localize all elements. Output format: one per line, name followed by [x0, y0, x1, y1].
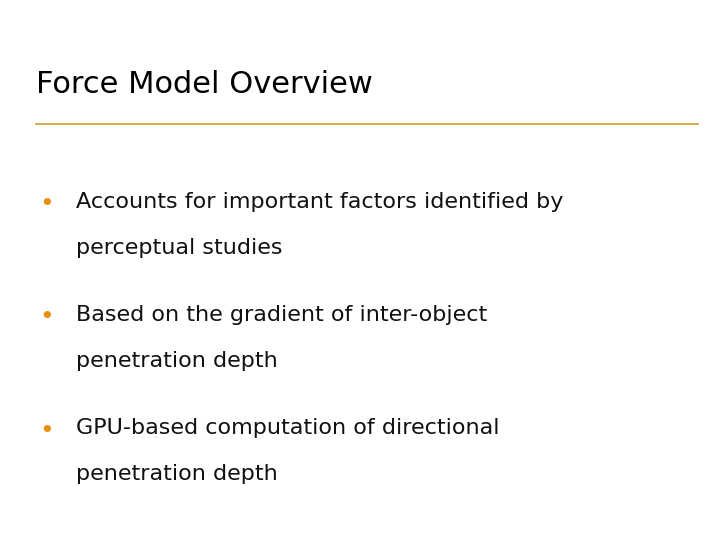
Text: •: •: [40, 418, 54, 442]
Text: •: •: [40, 192, 54, 215]
Text: GPU-based computation of directional: GPU-based computation of directional: [76, 418, 499, 438]
Text: Based on the gradient of inter-object: Based on the gradient of inter-object: [76, 305, 487, 325]
Text: penetration depth: penetration depth: [76, 464, 277, 484]
Text: penetration depth: penetration depth: [76, 351, 277, 371]
Text: Accounts for important factors identified by: Accounts for important factors identifie…: [76, 192, 563, 212]
Text: •: •: [40, 305, 54, 329]
Text: Force Model Overview: Force Model Overview: [36, 70, 373, 99]
Text: perceptual studies: perceptual studies: [76, 238, 282, 258]
